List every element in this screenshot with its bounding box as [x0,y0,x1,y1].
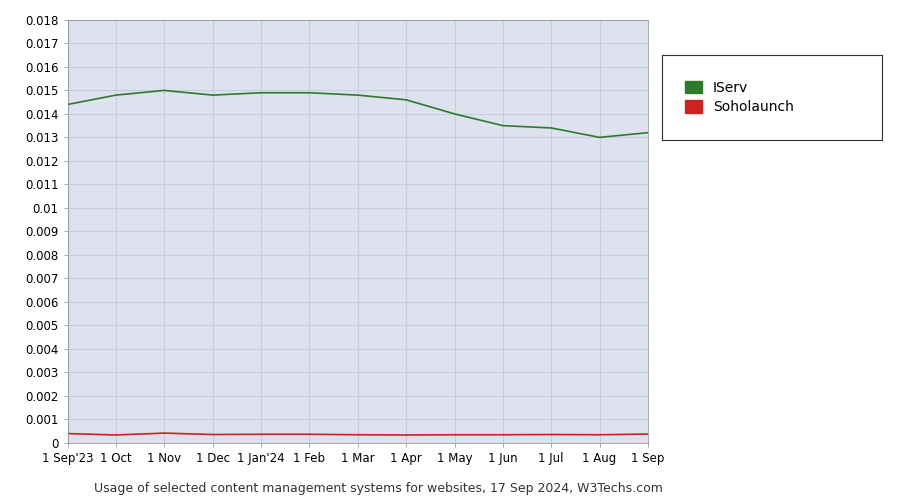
Legend: IServ, Soholaunch: IServ, Soholaunch [680,75,799,120]
Text: Usage of selected content management systems for websites, 17 Sep 2024, W3Techs.: Usage of selected content management sys… [94,482,662,495]
